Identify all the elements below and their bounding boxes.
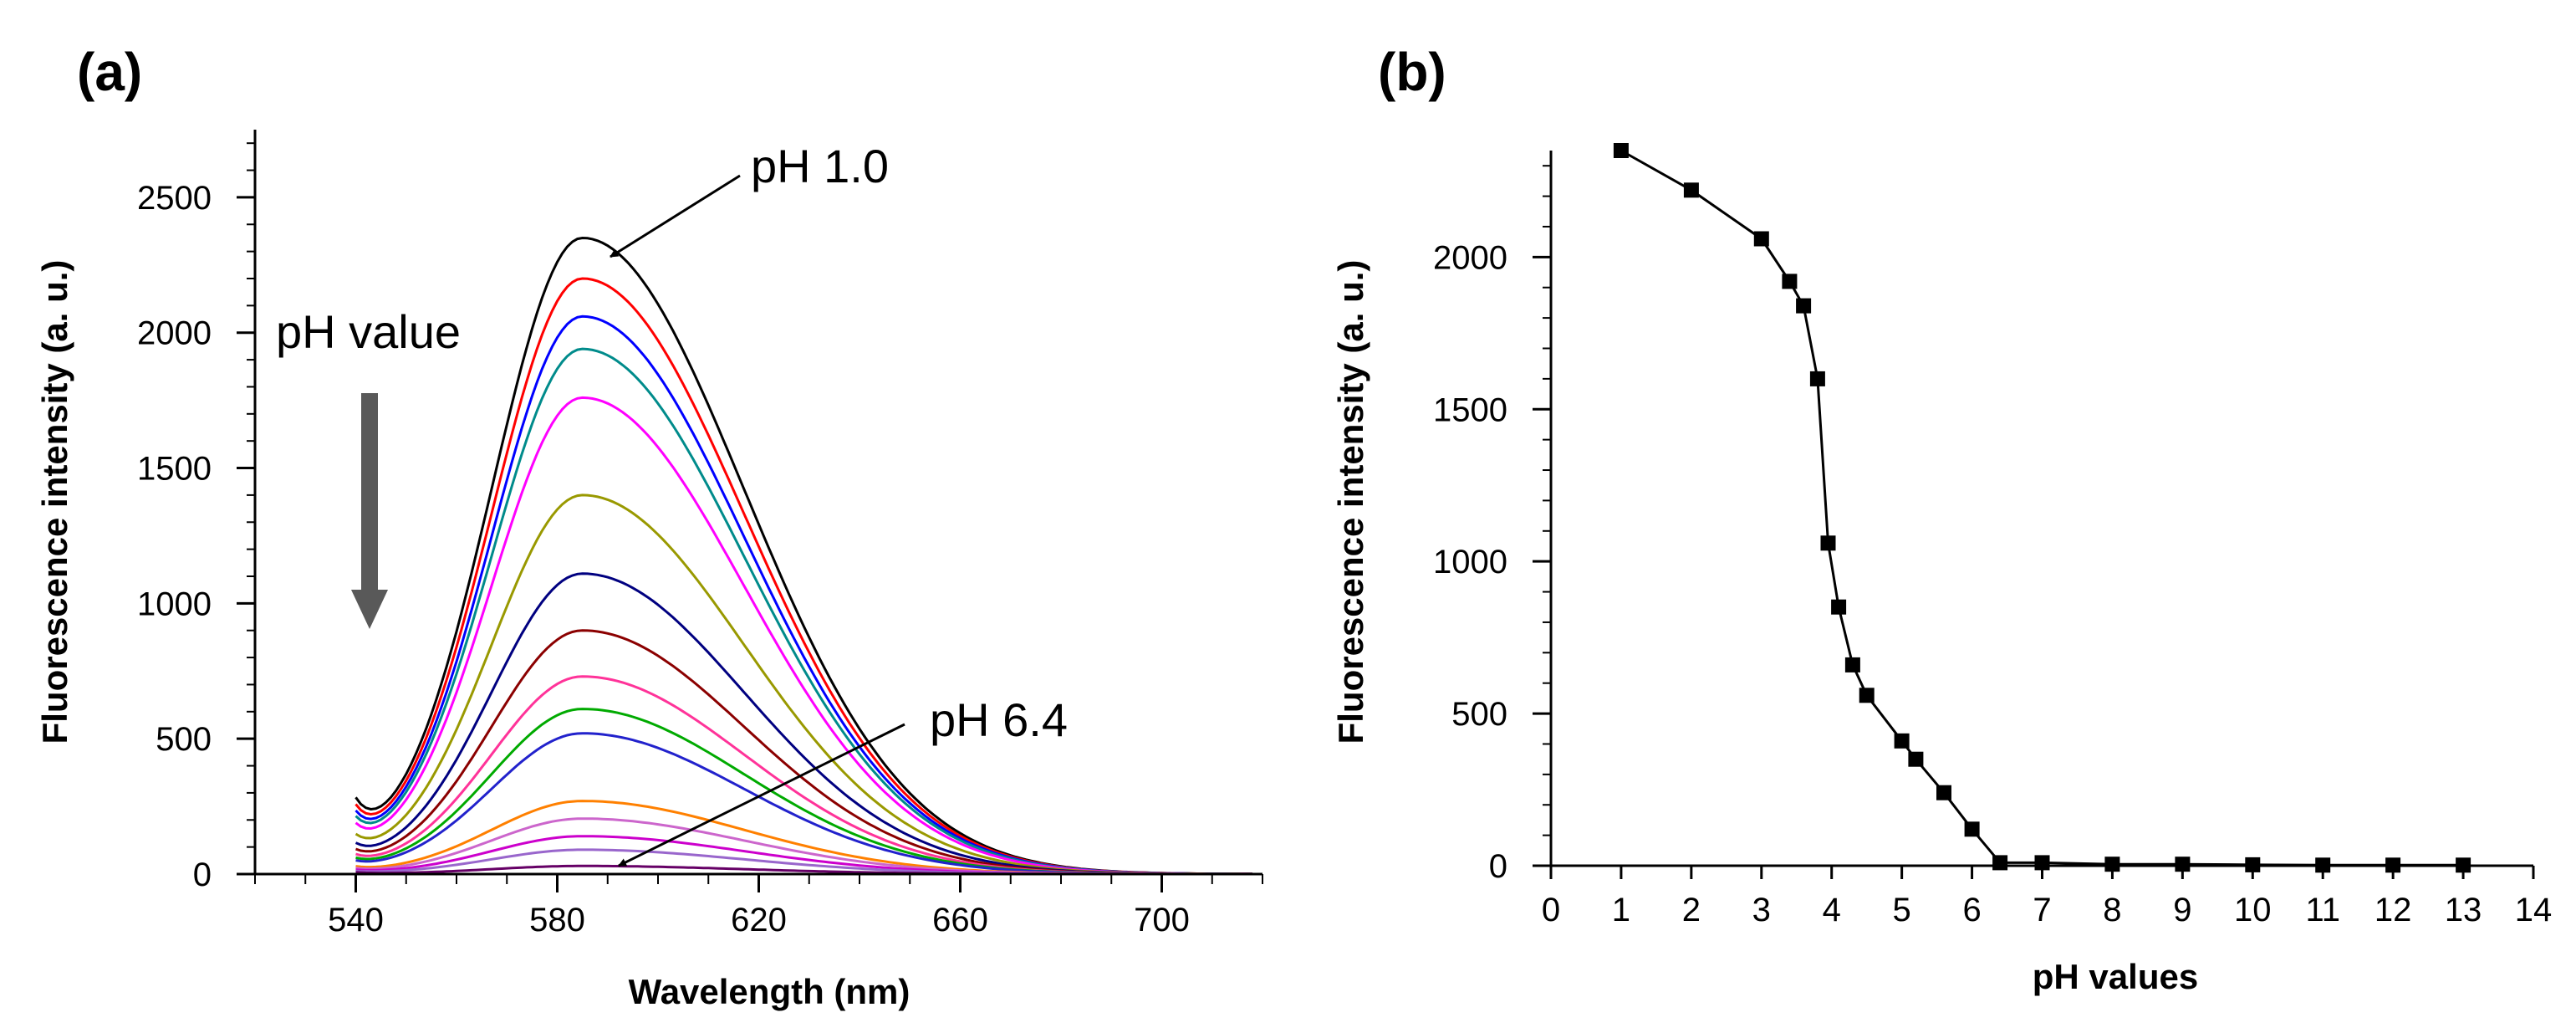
data-point bbox=[1753, 231, 1769, 247]
x-tick-label: 700 bbox=[1134, 902, 1190, 938]
chart-a-xlabel: Wavelength (nm) bbox=[629, 972, 911, 1011]
spectrum-series-line bbox=[355, 277, 1252, 876]
data-point bbox=[2034, 855, 2050, 871]
x-tick-label: 4 bbox=[1823, 892, 1841, 928]
y-tick-label: 1500 bbox=[137, 451, 212, 488]
data-point bbox=[1820, 535, 1836, 551]
x-tick-label: 7 bbox=[2033, 892, 2051, 928]
x-tick-label: 540 bbox=[328, 902, 384, 938]
data-point bbox=[1859, 688, 1875, 703]
data-point bbox=[2104, 857, 2120, 872]
y-tick-label: 2000 bbox=[1433, 239, 1507, 276]
chart-a-xticks: 540 580 620 660 700 bbox=[254, 874, 1263, 938]
x-tick-label: 0 bbox=[1542, 892, 1560, 928]
data-point bbox=[1936, 785, 1951, 800]
data-point bbox=[1796, 298, 1812, 314]
chart-b-yticks: 0 500 1000 1500 2000 bbox=[1433, 165, 1551, 885]
y-tick-label: 500 bbox=[1451, 696, 1507, 733]
x-tick-label: 13 bbox=[2445, 892, 2482, 928]
annotation-ph-value: pH value bbox=[276, 305, 461, 358]
y-tick-label: 1000 bbox=[137, 586, 212, 622]
ph-direction-arrow-icon bbox=[351, 393, 388, 629]
chart-a: (a) 540 580 620 660 700 0 500 1000 1500 2000 2500… bbox=[35, 42, 1263, 1011]
annotation-ph-1: pH 1.0 bbox=[751, 140, 889, 192]
titration-series-line bbox=[1620, 149, 2464, 867]
y-tick-label: 2000 bbox=[137, 315, 212, 352]
data-point bbox=[1782, 274, 1798, 289]
chart-a-series bbox=[355, 236, 1253, 876]
x-tick-label: 11 bbox=[2305, 892, 2340, 928]
y-tick-label: 1500 bbox=[1433, 391, 1507, 428]
data-point bbox=[1844, 657, 1860, 672]
y-tick-label: 0 bbox=[193, 857, 212, 893]
x-tick-label: 3 bbox=[1752, 892, 1771, 928]
data-point bbox=[1908, 751, 1924, 767]
x-tick-label: 12 bbox=[2375, 892, 2412, 928]
data-point bbox=[1683, 182, 1699, 198]
chart-b-ylabel: Fluorescence intensity (a. u.) bbox=[1331, 260, 1370, 744]
y-tick-label: 1000 bbox=[1433, 544, 1507, 580]
spectrum-series-line bbox=[355, 493, 1252, 876]
chart-b-xlabel: pH values bbox=[2033, 957, 2198, 996]
chart-b-series bbox=[1613, 143, 2471, 873]
data-point bbox=[1831, 599, 1847, 615]
panel-label-a: (a) bbox=[77, 42, 142, 102]
chart-a-ylabel: Fluorescence intensity (a. u.) bbox=[35, 260, 74, 744]
x-tick-label: 10 bbox=[2234, 892, 2272, 928]
spectrum-series-line bbox=[355, 572, 1252, 876]
x-tick-label: 580 bbox=[529, 902, 585, 938]
spectrum-series-line bbox=[355, 629, 1252, 876]
annotation-ph-6-4: pH 6.4 bbox=[930, 693, 1068, 746]
x-tick-label: 2 bbox=[1682, 892, 1701, 928]
y-tick-label: 500 bbox=[156, 721, 212, 758]
data-point bbox=[1809, 371, 1825, 386]
annotation-ph-1-arrow bbox=[610, 174, 741, 258]
data-point bbox=[1613, 143, 1629, 158]
chart-b-xticks: 0 1 2 3 4 5 6 7 8 9 10 11 12 13 14 bbox=[1542, 866, 2552, 928]
annotation-ph-6-4-arrow bbox=[618, 723, 905, 867]
x-tick-label: 8 bbox=[2103, 892, 2121, 928]
data-point bbox=[1964, 821, 1980, 837]
x-tick-label: 14 bbox=[2515, 892, 2553, 928]
chart-b: (b) 0 1 2 3 4 5 6 7 8 9 10 11 12 13 14 050010001500200… bbox=[1331, 42, 2552, 996]
x-tick-label: 6 bbox=[1962, 892, 1981, 928]
spectrum-series-line bbox=[355, 800, 1252, 876]
panel-label-b: (b) bbox=[1378, 42, 1446, 102]
spectrum-series-line bbox=[355, 347, 1252, 876]
y-tick-label: 2500 bbox=[137, 180, 212, 217]
data-point bbox=[2175, 857, 2191, 872]
chart-a-yticks: 0 500 1000 1500 2000 2500 bbox=[137, 142, 255, 893]
data-point bbox=[1894, 733, 1910, 749]
x-tick-label: 660 bbox=[932, 902, 988, 938]
y-tick-label: 0 bbox=[1489, 848, 1507, 885]
x-tick-label: 5 bbox=[1893, 892, 1911, 928]
x-tick-label: 1 bbox=[1612, 892, 1630, 928]
data-point bbox=[1992, 855, 2008, 871]
x-tick-label: 9 bbox=[2173, 892, 2191, 928]
x-tick-label: 620 bbox=[731, 902, 787, 938]
spectrum-series-line bbox=[355, 396, 1252, 876]
